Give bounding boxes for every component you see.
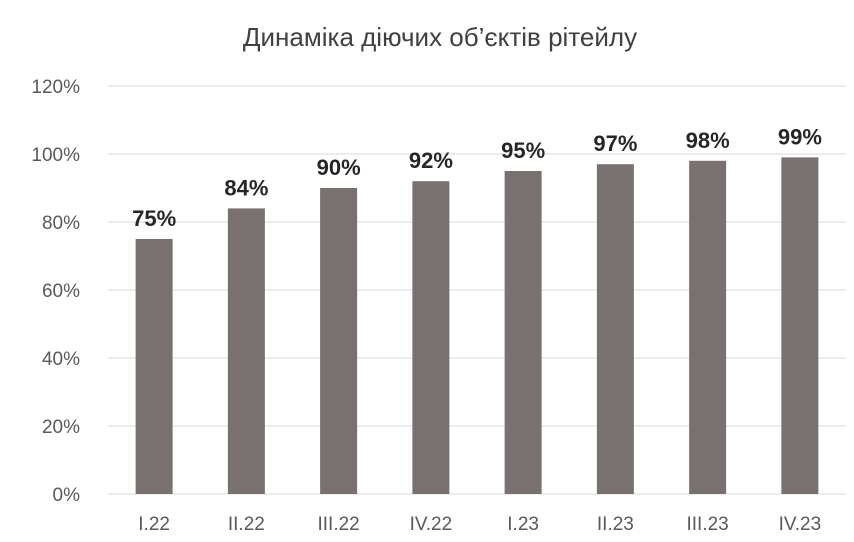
x-category-label: IV.22 — [410, 514, 453, 535]
bar-III.22 — [320, 188, 358, 494]
bars — [135, 157, 819, 495]
y-tick-label: 100% — [31, 145, 80, 166]
data-label: 99% — [778, 124, 822, 149]
bar-II.23 — [596, 164, 634, 494]
y-tick-label: 120% — [31, 77, 80, 98]
bar-I.22 — [135, 239, 173, 494]
gridlines — [108, 85, 846, 495]
chart-title: Динаміка діючих об’єктів рітейлу — [243, 22, 637, 52]
bar-IV.22 — [412, 181, 450, 494]
y-tick-label: 20% — [42, 417, 80, 438]
data-label: 75% — [132, 206, 176, 231]
data-label: 95% — [501, 138, 545, 163]
bar-IV.23 — [781, 157, 819, 494]
x-category-label: II.23 — [597, 514, 634, 535]
data-labels: 75% 84% 90% 92% 95% 97% 98% 99% — [132, 124, 822, 231]
data-label: 84% — [224, 175, 268, 200]
bar-III.23 — [689, 160, 727, 495]
y-tick-label: 80% — [42, 213, 80, 234]
bar-II.22 — [227, 208, 265, 494]
x-category-label: IV.23 — [779, 514, 822, 535]
data-label: 92% — [409, 148, 453, 173]
data-label: 98% — [686, 128, 730, 153]
x-category-label: III.22 — [318, 514, 360, 535]
x-category-label: I.22 — [138, 514, 170, 535]
data-label: 90% — [317, 155, 361, 180]
x-category-label: II.22 — [228, 514, 265, 535]
bar-I.23 — [504, 171, 542, 494]
data-label: 97% — [593, 131, 637, 156]
x-category-label: III.23 — [687, 514, 729, 535]
y-tick-label: 40% — [42, 349, 80, 370]
y-tick-label: 0% — [53, 485, 81, 506]
y-axis-ticks: 0% 20% 40% 60% 80% 100% 120% — [31, 77, 80, 506]
x-category-label: I.23 — [507, 514, 539, 535]
x-axis-categories: I.22 II.22 III.22 IV.22 I.23 II.23 III.23 IV.23 — [138, 514, 821, 535]
y-tick-label: 60% — [42, 281, 80, 302]
